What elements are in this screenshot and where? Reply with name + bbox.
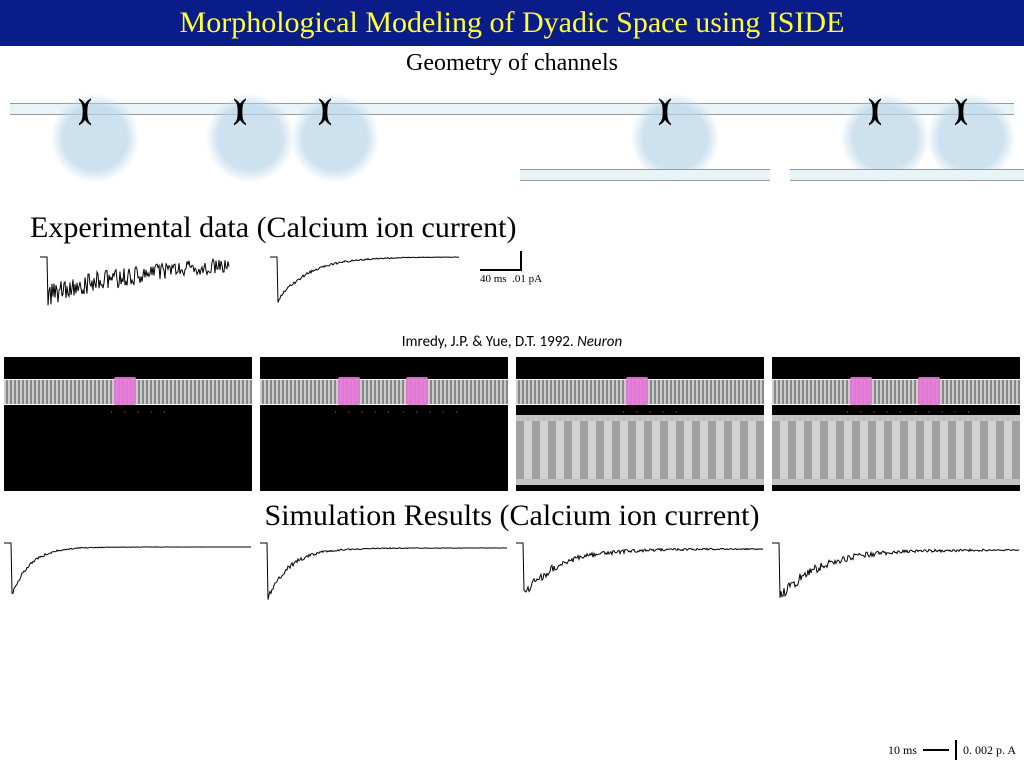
simulation-traces [4, 537, 1020, 613]
ion-plume [290, 93, 380, 183]
exp-scale-y: .01 pA [512, 273, 542, 285]
membrane-band [260, 379, 508, 405]
channel-highlight [338, 377, 360, 405]
page-title: Morphological Modeling of Dyadic Space u… [180, 6, 845, 40]
title-bar: Morphological Modeling of Dyadic Space u… [0, 0, 1024, 46]
exp-trace-2 [270, 251, 460, 315]
ion-dots: · · · · · [110, 407, 170, 417]
experimental-traces: 40 ms .01 pA [40, 251, 1024, 331]
geometry-row: )( )( )( )( )( )( [10, 83, 1014, 203]
membrane-bottom [520, 169, 770, 181]
channel-icon: )( [868, 93, 876, 127]
ion-plume [205, 93, 295, 183]
citation-text: Imredy, J.P. & Yue, D.T. 1992. [402, 333, 577, 351]
citation: Imredy, J.P. & Yue, D.T. 1992. Neuron [0, 333, 1024, 351]
sim-snapshot-4: · · · · ·· · · · · [772, 357, 1020, 491]
sr-structure [772, 415, 1020, 485]
exp-scalebar: 40 ms .01 pA [480, 251, 542, 285]
sim-trace-1 [4, 537, 252, 613]
simulation-snapshot-row: · · · · ·· · · · ·· · · · ·· · · · ·· · … [4, 357, 1020, 491]
citation-journal: Neuron [577, 333, 622, 351]
sim-trace-3 [516, 537, 764, 613]
res-scale-y: 0. 002 p. A [963, 743, 1016, 758]
geometry-subhead: Geometry of channels [0, 50, 1024, 77]
ion-plume [50, 93, 140, 183]
channel-icon: )( [78, 93, 86, 127]
channel-highlight [918, 377, 940, 405]
sr-structure [516, 415, 764, 485]
channel-highlight [406, 377, 428, 405]
channel-icon: )( [954, 93, 962, 127]
ion-dots: · · · · · [402, 407, 462, 417]
membrane-bottom [790, 169, 1024, 181]
exp-trace-1 [40, 251, 230, 315]
sim-snapshot-3: · · · · · [516, 357, 764, 491]
channel-highlight [850, 377, 872, 405]
res-scale-x: 10 ms [888, 743, 917, 758]
channel-highlight [114, 377, 136, 405]
membrane-band [772, 379, 1020, 405]
channel-icon: )( [233, 93, 241, 127]
simulation-heading: Simulation Results (Calcium ion current) [0, 499, 1024, 533]
channel-icon: )( [318, 93, 326, 127]
channel-highlight [626, 377, 648, 405]
sim-snapshot-1: · · · · · [4, 357, 252, 491]
exp-scale-x: 40 ms [480, 273, 507, 285]
sim-trace-4 [772, 537, 1020, 613]
sim-trace-2 [260, 537, 508, 613]
experimental-heading: Experimental data (Calcium ion current) [30, 211, 1024, 245]
sim-snapshot-2: · · · · · · · · · · [260, 357, 508, 491]
res-scalebar: 10 ms 0. 002 p. A [888, 740, 1016, 760]
channel-icon: )( [658, 93, 666, 127]
ion-dots: · · · · · [334, 407, 394, 417]
